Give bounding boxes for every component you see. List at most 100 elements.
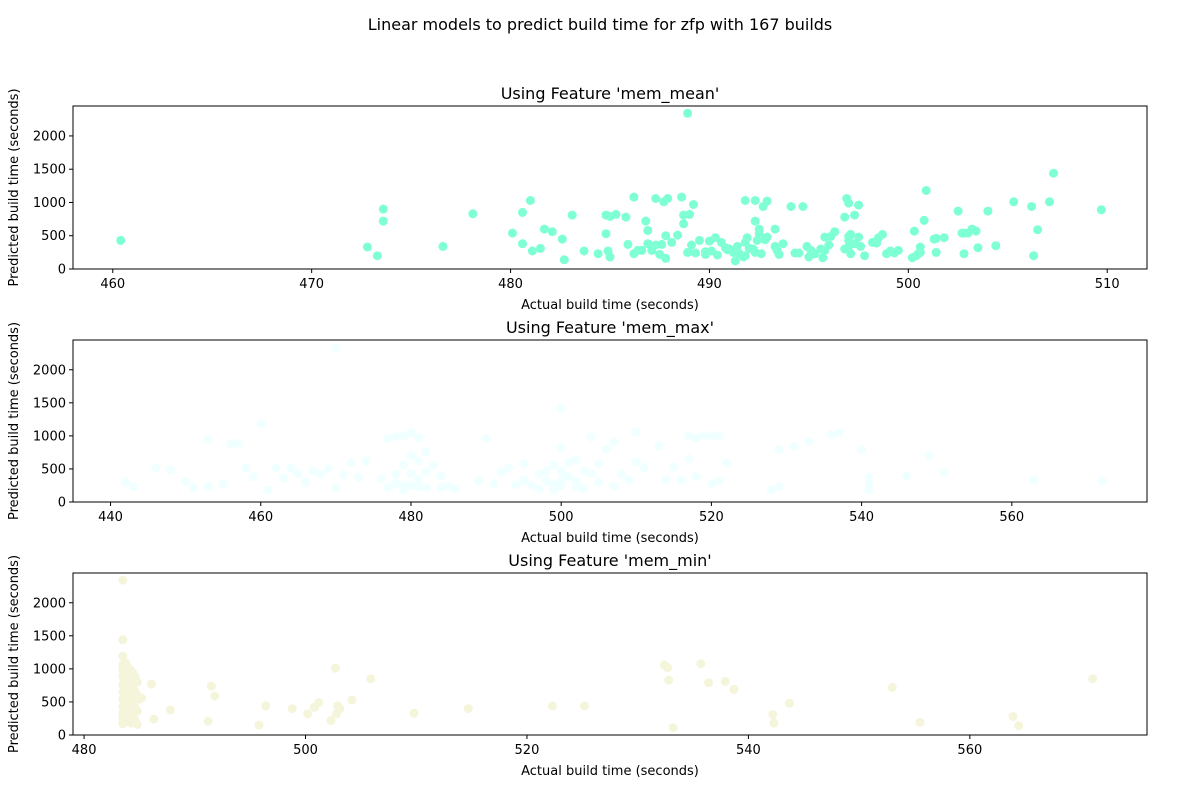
data-point [391, 479, 401, 488]
data-point [534, 484, 544, 494]
data-point [353, 473, 363, 482]
data-point [844, 198, 854, 208]
data-point [571, 482, 581, 492]
y-tick-label: 1500 [33, 629, 66, 644]
data-point [706, 479, 716, 488]
data-point [973, 243, 983, 253]
data-point [527, 246, 537, 256]
data-point [308, 466, 318, 476]
data-point [864, 472, 874, 482]
data-point [1096, 205, 1106, 215]
data-point [1049, 168, 1058, 178]
data-point [856, 241, 866, 251]
data-point [623, 239, 633, 249]
data-point [696, 659, 706, 669]
data-point [468, 209, 478, 219]
data-point [132, 706, 142, 716]
data-point [1097, 476, 1107, 486]
data-point [691, 472, 701, 482]
data-point [557, 234, 567, 244]
data-point [1033, 225, 1043, 235]
data-point [579, 484, 589, 494]
data-point [547, 227, 557, 237]
data-point [116, 235, 126, 245]
data-point [147, 679, 157, 689]
data-point [786, 202, 796, 211]
data-point [931, 233, 941, 243]
y-axis-label: Predicted build time (seconds) [7, 322, 22, 520]
scatter-series [121, 342, 1107, 495]
data-point [601, 444, 611, 454]
data-point [714, 476, 724, 486]
data-point [752, 235, 762, 245]
data-point [767, 485, 776, 495]
y-tick-label: 500 [41, 695, 66, 710]
data-point [421, 483, 431, 492]
data-point [770, 224, 780, 234]
data-point [406, 469, 416, 479]
data-point [549, 460, 559, 470]
data-point [971, 226, 981, 236]
y-tick-label: 2000 [33, 129, 66, 144]
data-point [316, 469, 326, 479]
data-point [840, 212, 850, 222]
data-point [631, 457, 641, 467]
data-point [654, 441, 664, 451]
data-point [621, 212, 631, 222]
y-tick-label: 1500 [33, 396, 66, 411]
data-point [409, 708, 419, 718]
data-point [335, 704, 345, 714]
data-point [624, 475, 634, 484]
data-point [391, 432, 401, 441]
y-tick-label: 0 [58, 496, 66, 511]
data-point [579, 466, 589, 476]
data-point [463, 704, 473, 714]
data-point [414, 482, 423, 492]
data-point [593, 249, 603, 259]
data-point [399, 485, 408, 495]
data-point [489, 479, 499, 488]
data-point [149, 714, 159, 724]
data-point [481, 434, 491, 443]
data-point [846, 249, 856, 259]
data-point [730, 256, 740, 266]
data-point [406, 428, 416, 438]
data-point [909, 226, 919, 236]
data-point [818, 253, 828, 263]
data-point [518, 239, 527, 249]
data-point [203, 434, 213, 444]
data-point [991, 241, 1001, 251]
data-point [421, 467, 431, 477]
data-point [511, 480, 521, 490]
data-point [673, 230, 683, 240]
data-point [1088, 674, 1098, 684]
data-point [721, 458, 731, 468]
data-point [611, 209, 621, 219]
data-point [691, 433, 701, 443]
data-point [774, 445, 784, 455]
data-point [1029, 475, 1039, 485]
data-point [789, 442, 799, 451]
x-tick-label: 540 [849, 510, 874, 525]
data-point [263, 485, 273, 495]
x-tick-label: 560 [957, 743, 982, 758]
data-point [580, 701, 589, 711]
data-point [556, 403, 566, 413]
data-point [362, 242, 372, 252]
data-point [331, 483, 341, 492]
data-point [1045, 197, 1054, 207]
data-point [679, 219, 689, 229]
data-point [668, 723, 678, 733]
axes-frame [72, 572, 1148, 736]
data-point [564, 472, 574, 482]
data-point [921, 186, 931, 195]
data-point [1014, 721, 1024, 731]
data-point [508, 228, 517, 238]
x-tick-label: 470 [299, 277, 324, 292]
data-point [924, 451, 934, 461]
data-point [740, 251, 750, 261]
data-point [750, 196, 760, 205]
data-point [860, 251, 870, 261]
data-point [165, 705, 175, 715]
data-point [406, 451, 416, 461]
